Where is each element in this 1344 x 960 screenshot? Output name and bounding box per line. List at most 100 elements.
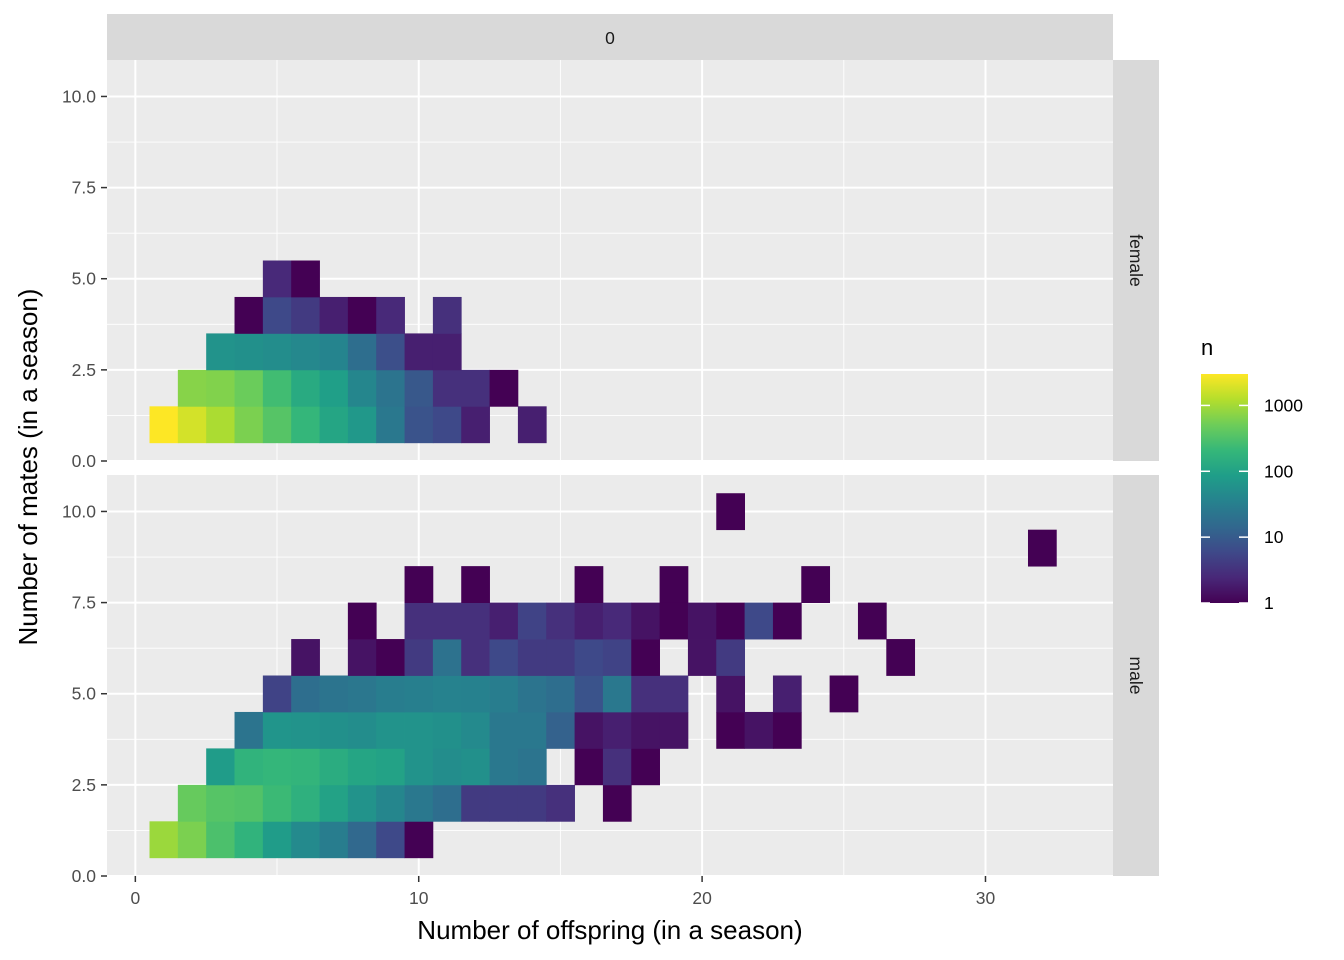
heatmap-tile [177, 784, 207, 822]
facet-strip-top-label: 0 [605, 28, 615, 48]
heatmap-tile [517, 639, 547, 676]
heatmap-tile [404, 821, 434, 859]
heatmap-tile [574, 566, 604, 603]
heatmap-tile [404, 369, 434, 407]
heatmap-tile [347, 639, 377, 676]
heatmap-tile [716, 493, 746, 531]
heatmap-tile [631, 711, 660, 749]
heatmap-tile [432, 369, 462, 407]
heatmap-tile [574, 602, 604, 640]
heatmap-tile [489, 784, 519, 822]
heatmap-tile [177, 406, 207, 444]
heatmap-tile [291, 406, 320, 444]
heatmap-tile [149, 821, 179, 859]
heatmap-tile [319, 296, 349, 334]
heatmap-tile [489, 711, 519, 749]
heatmap-tile [432, 675, 462, 713]
y-tick-label: 5.0 [72, 684, 97, 704]
heatmap-tile [602, 602, 632, 640]
heatmap-tile [262, 406, 292, 444]
heatmap-tile [404, 675, 434, 713]
heatmap-tile [517, 675, 547, 713]
heatmap-tile [376, 333, 405, 371]
heatmap-tile [829, 675, 859, 713]
heatmap-tile [234, 296, 264, 334]
facet-strip-right [1113, 60, 1159, 461]
heatmap-tile [716, 711, 746, 749]
x-axis-title: Number of offspring (in a season) [417, 915, 802, 945]
heatmap-tile [376, 639, 405, 676]
heatmap-tile [376, 711, 405, 749]
heatmap-tile [262, 260, 292, 298]
facet-strip-right [1113, 475, 1159, 876]
heatmap-tile [319, 784, 349, 822]
heatmap-tile [206, 369, 235, 407]
heatmap-tile [206, 821, 235, 859]
heatmap-tile [716, 602, 746, 640]
heatmap-tile [234, 821, 264, 859]
y-tick-label: 2.5 [72, 360, 96, 380]
y-tick-label: 2.5 [72, 775, 96, 795]
heatmap-tile [291, 639, 320, 676]
y-tick-label: 7.5 [72, 593, 96, 613]
heatmap-tile [631, 748, 660, 786]
heatmap-tile [376, 784, 405, 822]
heatmap-tile [234, 748, 264, 786]
heatmap-tile [517, 711, 547, 749]
heatmap-tile [546, 639, 575, 676]
heatmap-tile [857, 602, 887, 640]
heatmap-tile [177, 821, 207, 859]
heatmap-tile [234, 406, 264, 444]
heatmap-tile [631, 639, 660, 676]
color-legend: n 1 10 100 1000 [1201, 335, 1303, 613]
heatmap-tile [631, 602, 660, 640]
heatmap-tile [291, 296, 320, 334]
heatmap-tile [404, 784, 434, 822]
heatmap-tile [659, 711, 689, 749]
heatmap-tile [404, 711, 434, 749]
heatmap-tile [291, 711, 320, 749]
heatmap-tile [262, 333, 292, 371]
heatmap-tile [234, 784, 264, 822]
heatmap-tile [886, 639, 916, 676]
heatmap-tile [291, 821, 320, 859]
y-tick-label: 7.5 [72, 178, 96, 198]
panel-male: 0.0 2.5 5.0 7.5 10.0 male [62, 475, 1159, 886]
y-tick-label: 0.0 [72, 451, 97, 471]
facet-strip-right-label: male [1126, 657, 1146, 695]
heatmap-tile [517, 602, 547, 640]
heatmap-tile [262, 369, 292, 407]
facet-strip-top: 0 [107, 14, 1113, 60]
legend-tick-label: 10 [1264, 527, 1284, 547]
heatmap-tile [602, 711, 632, 749]
heatmap-tile [432, 639, 462, 676]
heatmap-tile [319, 406, 349, 444]
heatmap-tile [347, 296, 377, 334]
x-tick-label: 20 [692, 888, 712, 908]
x-tick-label: 30 [976, 888, 996, 908]
y-tick-label: 0.0 [72, 866, 97, 886]
heatmap-tile [546, 784, 575, 822]
heatmap-tile [517, 784, 547, 822]
heatmap-tile [461, 748, 490, 786]
heatmap-tile [546, 675, 575, 713]
heatmap-tile [602, 675, 632, 713]
heatmap-tile [319, 821, 349, 859]
heatmap-tile [347, 333, 377, 371]
heatmap-tile [262, 784, 292, 822]
heatmap-tile [347, 602, 377, 640]
heatmap-tile [517, 748, 547, 786]
heatmap-tile [347, 821, 377, 859]
heatmap-tile [546, 602, 575, 640]
heatmap-tile [404, 748, 434, 786]
heatmap-tile [404, 639, 434, 676]
y-tick-label: 10.0 [62, 501, 96, 521]
heatmap-tile [489, 639, 519, 676]
heatmap-tile [347, 748, 377, 786]
heatmap-tile [262, 296, 292, 334]
x-tick-label: 0 [130, 888, 140, 908]
legend-tick-label: 1 [1264, 593, 1274, 613]
heatmap-tile [291, 675, 320, 713]
heatmap-tile [291, 369, 320, 407]
